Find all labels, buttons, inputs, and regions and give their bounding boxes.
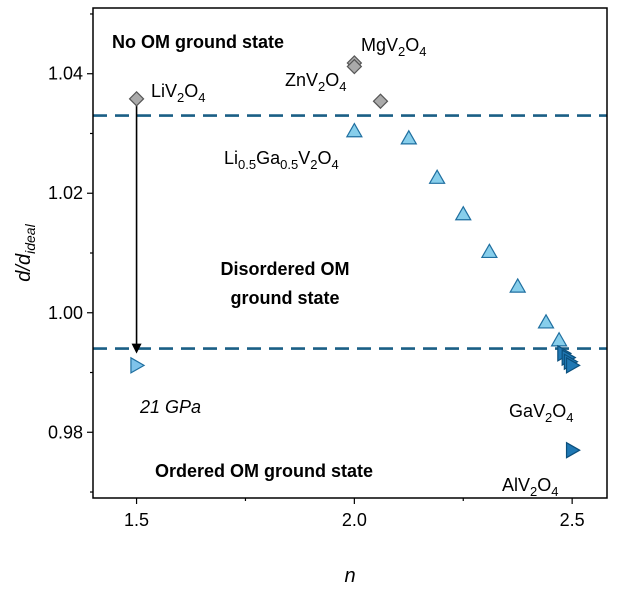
- x-tick-label-2: 2.5: [560, 510, 585, 530]
- region-label-disordered-line1: Disordered OM: [220, 259, 349, 279]
- triangle-up-marker-1-2: [428, 168, 446, 184]
- triangle-up-marker-1-4: [480, 243, 498, 259]
- triangle-up-marker-1-1: [400, 129, 418, 145]
- region-label-no-om: No OM ground state: [112, 32, 284, 52]
- x-tick-label-1: 2.0: [342, 510, 367, 530]
- triangle-up-marker-1-0: [345, 122, 363, 138]
- x-axis-label: n: [344, 565, 355, 587]
- y-tick-label-2: 1.02: [48, 183, 83, 203]
- triangle-right-marker-2-4: [565, 441, 581, 459]
- annotation-liv2o4: LiV2O4: [151, 81, 206, 105]
- diamond-marker-0-2: [346, 58, 363, 75]
- x-tick-label-0: 1.5: [124, 510, 149, 530]
- annotation-gav2o4: GaV2O4: [509, 401, 574, 425]
- data-points: [128, 55, 581, 459]
- triangle-up-marker-1-6: [537, 313, 555, 329]
- triangle-up-marker-1-7: [550, 331, 568, 347]
- triangle-up-marker-1-3: [454, 205, 472, 221]
- y-ticks: 0.98 1.00 1.02 1.04: [48, 13, 93, 493]
- triangle-up-marker-1-5: [509, 277, 527, 293]
- region-label-disordered-line2: ground state: [230, 288, 339, 308]
- diamond-marker-0-3: [372, 93, 389, 110]
- y-tick-label-1: 1.00: [48, 303, 83, 323]
- x-ticks: 1.5 2.0 2.5: [124, 498, 585, 530]
- annotation-znv2o4: ZnV2O4: [285, 70, 347, 94]
- threshold-lines: [93, 114, 607, 350]
- triangle-right-marker-2-3: [565, 356, 581, 374]
- y-axis-label-main: d/d: [13, 253, 35, 282]
- y-axis-label-subscript: ideal: [22, 223, 38, 253]
- y-axis-label: d/dideal: [13, 223, 38, 281]
- annotation-pressure: 21 GPa: [139, 397, 201, 417]
- annotation-alv2o4: AlV2O4: [502, 475, 559, 499]
- diamond-marker-0-0: [128, 90, 145, 107]
- region-label-ordered: Ordered OM ground state: [155, 461, 373, 481]
- y-tick-label-3: 1.04: [48, 64, 83, 84]
- annotation-mgv2o4: MgV2O4: [361, 35, 427, 59]
- triangle-right-light-marker-3-0: [130, 356, 146, 374]
- y-tick-label-0: 0.98: [48, 422, 83, 442]
- annotation-li05ga05v2o4: Li0.5Ga0.5V2O4: [224, 148, 339, 172]
